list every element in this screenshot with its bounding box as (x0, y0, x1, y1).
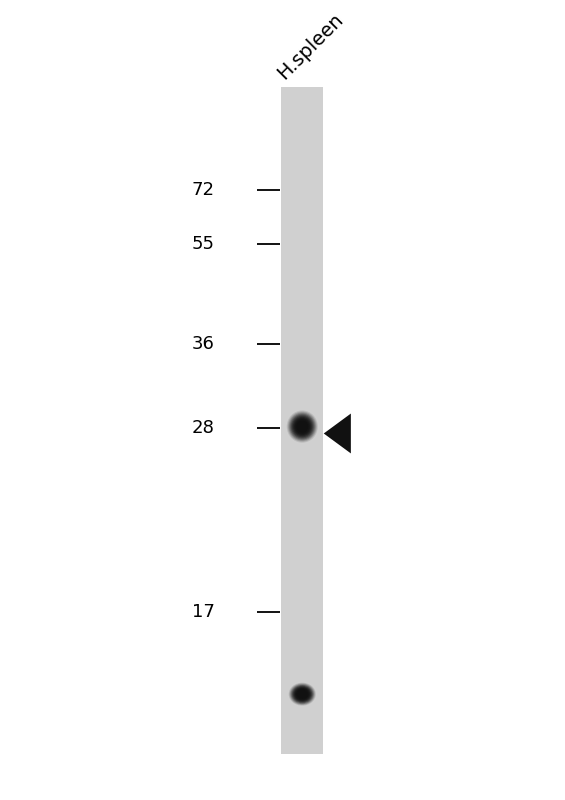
Text: 28: 28 (192, 419, 215, 437)
Ellipse shape (289, 413, 316, 441)
Ellipse shape (289, 682, 316, 706)
Text: 55: 55 (192, 235, 215, 253)
Ellipse shape (293, 686, 311, 702)
Ellipse shape (299, 423, 306, 430)
Ellipse shape (290, 414, 315, 439)
Ellipse shape (290, 683, 315, 705)
Text: 36: 36 (192, 334, 215, 353)
Ellipse shape (296, 689, 308, 699)
Ellipse shape (300, 425, 305, 429)
Ellipse shape (301, 693, 304, 696)
Ellipse shape (292, 685, 313, 703)
Ellipse shape (301, 426, 303, 428)
Ellipse shape (298, 422, 306, 431)
Ellipse shape (287, 410, 318, 442)
Text: H.spleen: H.spleen (273, 10, 346, 83)
Ellipse shape (296, 420, 308, 433)
Ellipse shape (292, 686, 312, 702)
Ellipse shape (298, 690, 307, 698)
Bar (281, 87, 323, 754)
Text: 72: 72 (192, 182, 215, 199)
Ellipse shape (295, 688, 310, 700)
Ellipse shape (290, 684, 314, 704)
Ellipse shape (288, 411, 317, 442)
Ellipse shape (295, 419, 310, 434)
Text: 17: 17 (192, 603, 215, 621)
Ellipse shape (294, 687, 310, 701)
Ellipse shape (294, 418, 311, 435)
Ellipse shape (292, 416, 312, 438)
Polygon shape (324, 414, 351, 454)
Ellipse shape (297, 690, 308, 698)
Ellipse shape (297, 422, 307, 432)
Ellipse shape (299, 691, 306, 698)
Ellipse shape (291, 414, 314, 438)
Ellipse shape (299, 692, 305, 697)
Ellipse shape (301, 694, 303, 695)
Ellipse shape (293, 417, 312, 436)
